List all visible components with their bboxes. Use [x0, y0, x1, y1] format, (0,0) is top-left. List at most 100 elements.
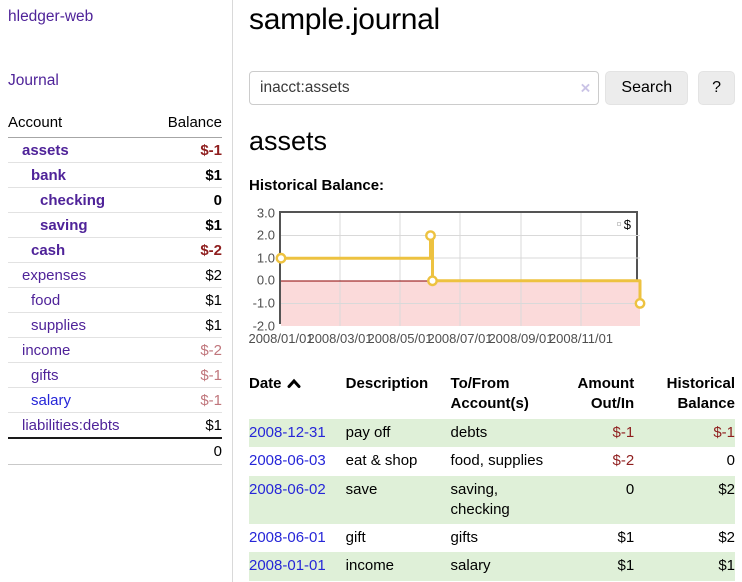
page-title: sample.journal — [249, 3, 440, 36]
transaction-accounts: debts — [450, 424, 488, 442]
chart-plot-area: $ — [275, 210, 646, 326]
main-content: sample.journal × Search ? assets Histori… — [233, 0, 742, 582]
sidebar-account-link[interactable]: liabilities:debts — [22, 417, 120, 434]
sidebar-account-link[interactable]: supplies — [31, 317, 87, 334]
register-table: Date Description To/From Account(s) Amount Ou… — [249, 372, 735, 581]
search-input[interactable] — [249, 70, 600, 105]
account-row: gifts $-1 — [8, 362, 222, 388]
search-button[interactable]: Search — [605, 70, 689, 105]
sidebar-account-link[interactable]: gifts — [31, 367, 59, 384]
register-col-amount-out/in: Amount Out/In — [577, 374, 635, 412]
historical-balance-chart: $ 3.0 2.0 1.0 0.0 -1.0 -2.0 2008/01/01 2008/03/… — [248, 205, 646, 347]
accounts-col-account: Account — [8, 111, 152, 138]
legend-swatch-icon — [616, 222, 621, 227]
transaction-balance: 0 — [726, 452, 735, 470]
transaction-date-link[interactable]: 2008-12-31 — [249, 424, 326, 442]
account-balance: $-1 — [152, 387, 222, 413]
account-balance: $1 — [152, 212, 222, 238]
transaction-balance: $2 — [718, 480, 735, 498]
transaction-description: gift — [345, 529, 366, 547]
account-row: saving $1 — [8, 212, 222, 238]
account-balance: $2 — [152, 262, 222, 288]
sidebar-account-link[interactable]: expenses — [22, 267, 87, 284]
account-balance: $1 — [152, 287, 222, 313]
transaction-date-link[interactable]: 2008-06-03 — [249, 452, 326, 470]
register-col-historical-balance: Historical Balance — [666, 374, 735, 412]
register-body: 2008-12-31 pay off debts $-1 $-1 2008-06-03 ea… — [249, 419, 735, 581]
accounts-col-balance: Balance — [152, 111, 222, 138]
sidebar-account-link[interactable]: assets — [22, 142, 69, 159]
transaction-date-link[interactable]: 2008-01-01 — [249, 557, 326, 575]
account-balance: $-1 — [152, 362, 222, 388]
sidebar-account-link[interactable]: cash — [31, 242, 66, 259]
transaction-accounts: gifts — [450, 529, 479, 547]
help-button[interactable]: ? — [698, 70, 735, 105]
transaction-date-link[interactable]: 2008-06-02 — [249, 480, 326, 498]
sidebar-account-link[interactable]: salary — [31, 392, 72, 409]
sidebar-account-link[interactable]: income — [22, 342, 71, 359]
transaction-row: 2008-06-02 save saving, checking 0 $2 — [249, 475, 735, 525]
account-row: assets $-1 — [8, 138, 222, 163]
y-axis-tick-label: 2.0 — [256, 227, 275, 243]
transaction-amount: 0 — [625, 480, 635, 498]
x-axis-tick-label: 2008/05/01 — [367, 330, 433, 346]
transaction-description: pay off — [345, 424, 391, 442]
sidebar-account-link[interactable]: saving — [40, 217, 88, 234]
account-row: cash $-2 — [8, 237, 222, 263]
y-axis-tick-label: 0.0 — [256, 272, 275, 288]
sidebar-account-link[interactable]: bank — [31, 167, 67, 184]
search-bar: × Search ? — [249, 70, 735, 105]
account-row: income $-2 — [8, 337, 222, 363]
accounts-total-row: 0 — [8, 437, 222, 465]
legend-label: $ — [623, 216, 631, 232]
account-row: liabilities:debts $1 — [8, 412, 222, 438]
sort-asc-icon — [287, 378, 301, 388]
clear-search-icon[interactable]: × — [580, 78, 591, 97]
account-row: checking 0 — [8, 187, 222, 213]
account-row: salary $-1 — [8, 387, 222, 413]
account-row: supplies $1 — [8, 312, 222, 338]
account-title: assets — [249, 125, 328, 156]
transaction-accounts: salary — [450, 557, 491, 575]
account-balance: $-1 — [200, 142, 222, 159]
transaction-date-link[interactable]: 2008-06-01 — [249, 529, 326, 547]
y-axis-tick-label: -2.0 — [252, 318, 275, 334]
y-axis-tick-label: -1.0 — [252, 295, 275, 311]
accounts-table: Account Balance assets $-1 bank $1 checking 0… — [8, 111, 222, 465]
chart-heading: Historical Balance: — [249, 176, 385, 194]
account-row: expenses $2 — [8, 262, 222, 288]
chart-legend: $ — [614, 215, 633, 233]
account-row: food $1 — [8, 287, 222, 313]
sidebar-account-link[interactable]: food — [31, 292, 61, 309]
transaction-amount: $1 — [617, 557, 635, 575]
accounts-total-value: 0 — [152, 437, 222, 465]
account-balance: $1 — [152, 412, 222, 438]
sidebar-account-link[interactable]: checking — [40, 192, 106, 209]
x-axis-tick-label: 2008/01/01 — [248, 330, 314, 346]
transaction-row: 2008-12-31 pay off debts $-1 $-1 — [249, 419, 735, 448]
sidebar-item-journal[interactable]: Journal — [8, 72, 59, 89]
transaction-row: 2008-06-01 gift gifts $1 $2 — [249, 524, 735, 552]
y-axis-tick-label: 3.0 — [256, 205, 275, 221]
x-axis-tick-label: 2008/07/01 — [427, 330, 493, 346]
register-col-date[interactable]: Date — [249, 372, 346, 420]
transaction-amount: $-1 — [612, 424, 635, 442]
transaction-amount: $1 — [617, 529, 635, 547]
account-row: bank $1 — [8, 162, 222, 188]
account-balance: $-2 — [152, 337, 222, 363]
register-header-row: Date Description To/From Account(s) Amount Ou… — [249, 372, 735, 420]
transaction-accounts: food, supplies — [450, 452, 544, 470]
accounts-body: assets $-1 bank $1 checking 0 saving $1 cash $-2 e… — [8, 138, 222, 438]
brand-link[interactable]: hledger-web — [8, 8, 94, 25]
transaction-accounts: saving, checking — [450, 480, 510, 518]
transaction-row: 2008-06-03 eat & shop food, supplies $-2 0 — [249, 447, 735, 475]
transaction-balance: $2 — [718, 529, 735, 547]
balance-chart-svg — [275, 212, 646, 326]
x-axis-tick-label: 2008/03/01 — [307, 330, 373, 346]
transaction-description: eat & shop — [345, 452, 418, 470]
transaction-balance: $1 — [718, 557, 735, 575]
x-axis-tick-label: 2008/09/01 — [488, 330, 554, 346]
sidebar: hledger-web Journal Account Balance asse… — [0, 0, 233, 582]
x-axis-tick-label: 2008/11/01 — [548, 330, 614, 346]
